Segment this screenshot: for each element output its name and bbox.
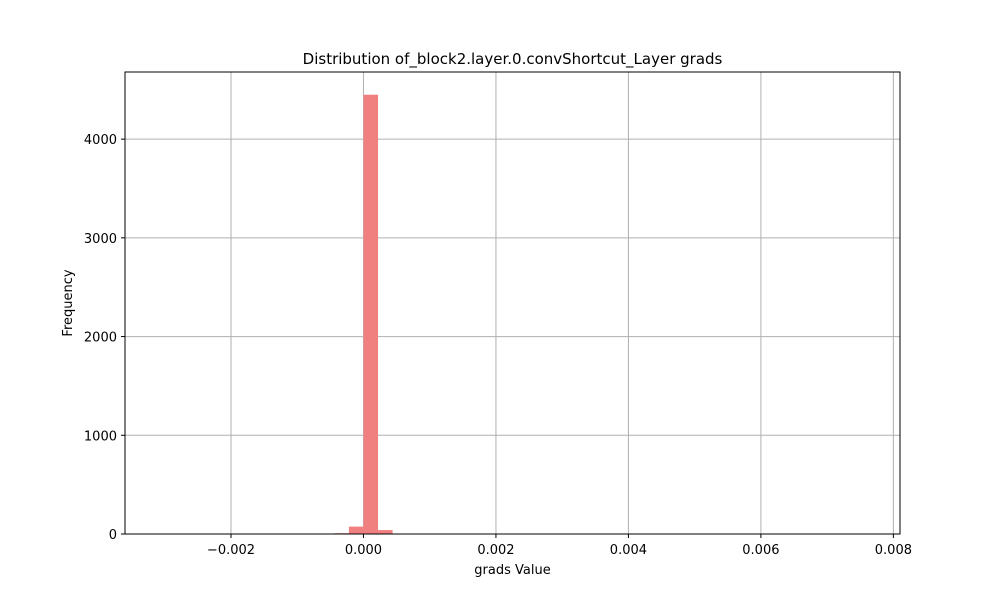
x-tick-label: 0.000 <box>345 543 382 558</box>
x-tick-label: −0.002 <box>207 543 255 558</box>
y-tick-label: 3000 <box>84 232 117 247</box>
plot-frame <box>124 71 901 535</box>
y-axis-label: Frequency <box>61 269 76 336</box>
x-tick-label: 0.006 <box>742 543 779 558</box>
histogram-bar <box>348 526 364 534</box>
y-tick-label: 2000 <box>84 331 117 346</box>
y-tick-label: 0 <box>109 528 117 543</box>
x-tick-label: 0.004 <box>610 543 647 558</box>
x-axis-label: grads Value <box>474 563 550 578</box>
histogram-bar <box>378 530 393 534</box>
x-tick-label: 0.002 <box>477 543 514 558</box>
chart-title: Distribution of_block2.layer.0.convShort… <box>303 50 723 69</box>
x-tick-label: 0.008 <box>875 543 912 558</box>
x-axis-ticks: −0.002 0.000 0.002 0.004 0.006 0.008 <box>207 534 912 558</box>
y-axis-ticks: 0 1000 2000 3000 4000 <box>84 133 125 543</box>
y-tick-label: 1000 <box>84 429 117 444</box>
histogram-bar <box>363 94 379 534</box>
y-tick-label: 4000 <box>84 133 117 148</box>
